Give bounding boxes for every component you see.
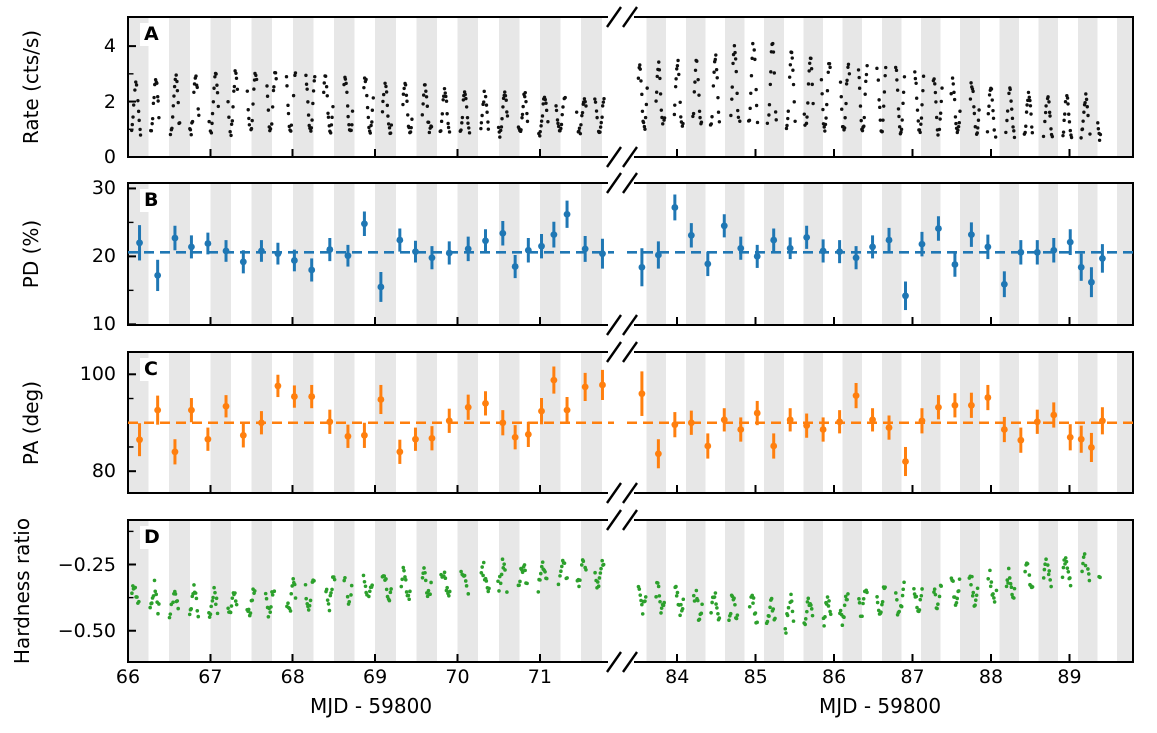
x-tick-label-70: 70 — [445, 666, 470, 688]
x-tick-marks — [127, 654, 1071, 661]
panel-letter-b: B — [140, 189, 164, 212]
y-axis-label-pa: PA (deg) — [19, 380, 43, 466]
axis-break-marks — [606, 6, 638, 168]
axis-break-marks — [606, 341, 638, 504]
panel-a — [127, 6, 1134, 168]
x-axis-label-left: MJD - 59800 — [309, 694, 433, 718]
x-tick-label-84: 84 — [665, 666, 690, 688]
pa-errorbar-points — [136, 366, 1106, 477]
y-tick-label-c-100: 100 — [79, 363, 116, 386]
x-tick-label-71: 71 — [527, 666, 552, 688]
axis-break-marks — [606, 172, 638, 336]
panel-letter-c: C — [140, 358, 163, 381]
x-tick-label-89: 89 — [1057, 666, 1082, 688]
y-tick-marks — [129, 530, 136, 632]
x-tick-marks — [127, 317, 1071, 324]
spines — [127, 182, 1134, 326]
x-tick-label-85: 85 — [743, 666, 768, 688]
hardness-scatter-points — [130, 552, 1102, 635]
y-axis-label-hardness: Hardness ratio — [10, 517, 34, 665]
pd-errorbar-points — [136, 194, 1106, 311]
x-tick-label-68: 68 — [280, 666, 305, 688]
x-tick-marks — [127, 149, 1071, 156]
y-tick-marks — [129, 187, 136, 326]
panel-d — [127, 509, 1134, 673]
orbit-shading-rhalf-panel-b — [627, 183, 1133, 325]
spines — [127, 16, 1134, 158]
spines — [127, 519, 1134, 663]
rate-scatter-points — [129, 41, 1103, 143]
panel-letter-a: A — [140, 23, 164, 46]
panel-b — [127, 172, 1134, 336]
x-tick-label-66: 66 — [115, 666, 141, 688]
panel-c — [127, 341, 1134, 504]
orbit-shading-rhalf-panel-a — [627, 17, 1133, 157]
y-tick-label-d-−0.50: −0.50 — [57, 619, 116, 642]
axis-break-marks — [606, 509, 638, 673]
x-tick-label-86: 86 — [822, 666, 847, 688]
x-tick-marks — [127, 485, 1071, 492]
y-tick-label-a-0: 0 — [103, 146, 116, 168]
x-tick-label-87: 87 — [900, 666, 925, 688]
y-tick-label-b-10: 10 — [91, 313, 116, 336]
x-tick-label-69: 69 — [363, 666, 388, 688]
x-tick-label-88: 88 — [978, 666, 1004, 688]
x-tick-label-67: 67 — [198, 666, 223, 688]
y-tick-label-d-−0.25: −0.25 — [57, 553, 116, 576]
y-tick-label-a-4: 4 — [103, 35, 116, 58]
y-tick-label-c-80: 80 — [91, 460, 116, 483]
y-tick-label-b-20: 20 — [91, 245, 116, 268]
orbit-shading-rhalf-panel-d — [627, 520, 1133, 662]
y-tick-marks — [129, 45, 136, 158]
panel-letter-d: D — [140, 526, 165, 549]
y-tick-label-b-30: 30 — [91, 177, 116, 200]
y-tick-label-a-2: 2 — [103, 90, 116, 113]
x-axis-label-right: MJD - 59800 — [818, 694, 942, 718]
